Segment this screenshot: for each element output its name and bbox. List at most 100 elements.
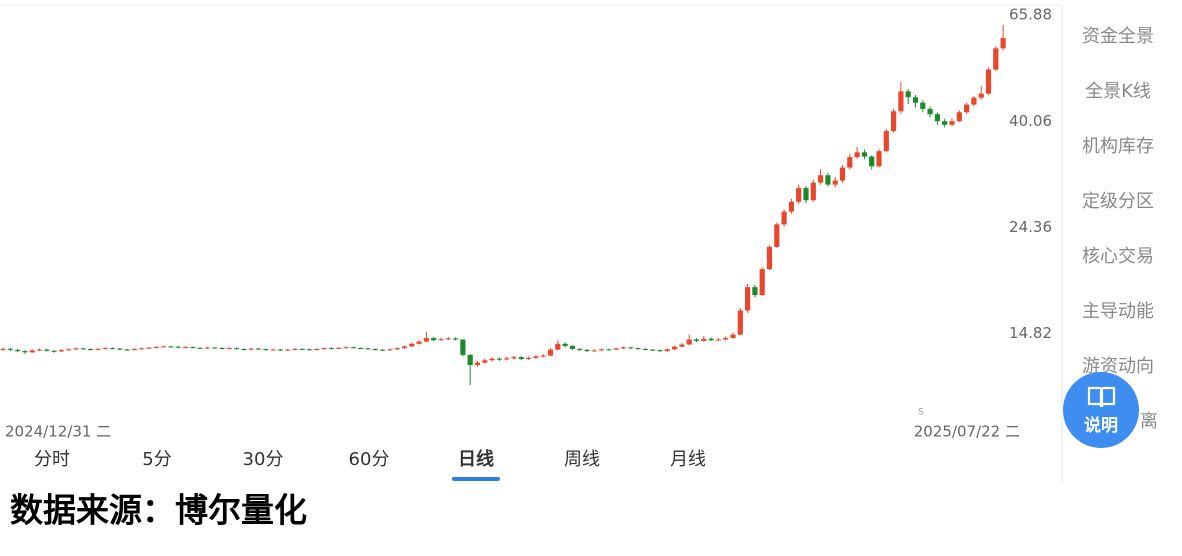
- candle-body: [255, 348, 262, 350]
- candle-body: [693, 339, 700, 341]
- candle-body: [277, 349, 283, 351]
- candle-body: [518, 357, 524, 360]
- sidebar-item[interactable]: 全景K线: [1085, 81, 1151, 102]
- tab[interactable]: 30分: [243, 449, 284, 470]
- candle-body: [956, 112, 962, 122]
- candle-body: [839, 167, 846, 181]
- tab[interactable]: 分时: [34, 449, 70, 470]
- candle-body: [131, 349, 137, 351]
- candle-body: [920, 102, 926, 109]
- candle-body: [416, 341, 422, 344]
- candle-body: [526, 357, 532, 360]
- candle-body: [270, 349, 276, 351]
- candle-body: [613, 348, 619, 350]
- sidebar-item[interactable]: 游资动向: [1082, 356, 1154, 377]
- candle-body: [599, 349, 605, 351]
- candle-body: [905, 91, 911, 98]
- candle-body: [818, 175, 824, 183]
- candle-body: [314, 349, 320, 351]
- sidebar-item[interactable]: 机构库存: [1082, 136, 1154, 157]
- candle-body: [723, 338, 729, 340]
- candle-body: [234, 348, 240, 350]
- candle-body: [752, 287, 758, 296]
- candle-body: [569, 345, 575, 349]
- candle-body: [971, 97, 977, 105]
- marker: S: [918, 408, 924, 418]
- candle-body: [153, 346, 159, 348]
- candle-body: [241, 349, 247, 351]
- candle-body: [394, 348, 400, 350]
- candle-body: [869, 156, 875, 167]
- candle-body: [876, 151, 882, 167]
- help-button[interactable]: 说明: [1063, 372, 1139, 448]
- candle-body: [350, 347, 356, 349]
- candle-body: [80, 348, 86, 350]
- candle-body: [584, 349, 590, 352]
- candle-body: [22, 351, 28, 353]
- candle-body: [117, 348, 123, 350]
- candle-body: [781, 211, 787, 225]
- candle-body: [204, 347, 210, 349]
- candle-body: [292, 348, 298, 350]
- sidebar-item[interactable]: 主导动能: [1082, 301, 1154, 322]
- candle-body: [467, 354, 473, 365]
- candle-body: [182, 347, 189, 349]
- y-tick-label: 65.88: [1009, 6, 1052, 24]
- candle-body: [285, 349, 291, 351]
- candle-body: [883, 131, 889, 152]
- candle-body: [715, 339, 721, 341]
- candle-body: [380, 349, 386, 351]
- candle-body: [453, 338, 459, 340]
- sidebar-item[interactable]: 离: [1140, 411, 1158, 432]
- candle-body: [139, 348, 145, 350]
- candle-body: [861, 152, 867, 157]
- candle-body: [219, 347, 225, 349]
- candle-body: [942, 121, 948, 125]
- candle-body: [657, 350, 663, 352]
- tab[interactable]: 月线: [670, 449, 706, 470]
- candle-body: [109, 348, 116, 350]
- candle-body: [212, 347, 218, 349]
- help-label[interactable]: 说明: [1084, 415, 1118, 436]
- candle-body: [248, 348, 254, 350]
- tab[interactable]: 5分: [142, 449, 171, 470]
- candle-body: [438, 339, 444, 341]
- candle-body: [912, 97, 919, 103]
- candle-body: [672, 346, 678, 350]
- candle-body: [547, 349, 554, 356]
- candle-body: [496, 358, 502, 360]
- end-date: 2025/07/22 二: [914, 423, 1020, 441]
- sidebar-item[interactable]: 资金全景: [1082, 26, 1154, 47]
- y-tick-label: 40.06: [1009, 112, 1052, 130]
- candle-body: [730, 334, 736, 339]
- candle-body: [854, 152, 860, 158]
- candle-body: [36, 349, 43, 351]
- candle-body: [993, 48, 999, 70]
- candle-body: [102, 348, 108, 350]
- candle-body: [58, 350, 64, 352]
- candle-body: [146, 347, 152, 349]
- candle-body: [606, 349, 612, 351]
- tab[interactable]: 60分: [349, 449, 390, 470]
- tab[interactable]: 周线: [564, 449, 600, 470]
- sidebar-item[interactable]: 定级分区: [1082, 191, 1154, 212]
- candle-body: [328, 348, 335, 350]
- candle-body: [431, 338, 437, 341]
- candle-body: [679, 344, 685, 347]
- candle-body: [343, 347, 349, 349]
- candle-body: [766, 246, 773, 270]
- candle-body: [628, 347, 634, 349]
- y-tick-label: 14.82: [1009, 324, 1052, 342]
- candle-body: [511, 357, 517, 359]
- candle-body: [124, 349, 130, 351]
- candle-body: [7, 348, 13, 350]
- y-tick-label: 24.36: [1009, 218, 1052, 236]
- candle-body: [540, 355, 546, 357]
- candle-body: [489, 358, 495, 361]
- candle-body: [321, 348, 327, 350]
- sidebar-item[interactable]: 核心交易: [1082, 246, 1154, 267]
- candle-body: [161, 346, 167, 348]
- candle-body: [620, 347, 627, 349]
- tab[interactable]: 日线: [458, 448, 494, 470]
